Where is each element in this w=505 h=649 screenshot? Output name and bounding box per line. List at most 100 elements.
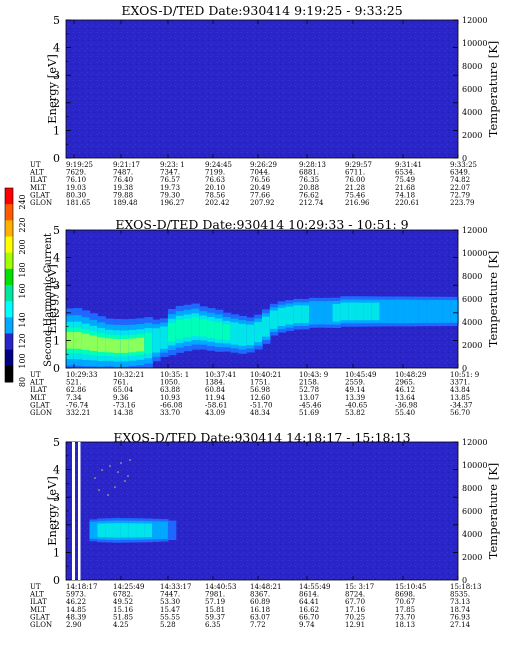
panel-title: EXOS-D/TED Date:930414 9:19:25 - 9:33:25: [121, 3, 402, 18]
table-cell: 48.34: [250, 409, 271, 417]
heatmap-cell: [426, 299, 436, 323]
heatmap-cell: [363, 302, 373, 321]
table-cell: 16.18: [250, 606, 270, 614]
table-cell: 17.85: [395, 606, 415, 614]
table-cell: 10:48:29: [395, 371, 426, 379]
table-cell: 76.63: [205, 176, 225, 184]
colorbar-cell: [5, 268, 13, 286]
table-cell: 73.70: [395, 613, 415, 621]
table-cell: 9.74: [299, 621, 315, 629]
table-row-label: ILAT: [30, 386, 47, 394]
plot-background: [66, 20, 458, 158]
table-cell: 73.13: [450, 598, 470, 606]
heatmap-cell: [207, 320, 216, 338]
table-row-label: MLT: [30, 184, 46, 192]
table-cell: 5973.: [66, 591, 86, 599]
heatmap-cell: [301, 305, 310, 323]
table-cell: 14:40:53: [205, 583, 236, 591]
table-cell: 223.79: [450, 199, 475, 207]
table-cell: 10.93: [160, 394, 180, 402]
table-cell: -36.98: [395, 401, 417, 409]
table-cell: 21.28: [345, 184, 365, 192]
y2-tick-label: 6000: [462, 85, 482, 94]
table-cell: 2158.: [299, 379, 319, 387]
colorbar-cell: [5, 220, 13, 237]
table-row-label: ILAT: [30, 598, 47, 606]
table-cell: 6782.: [113, 591, 133, 599]
heatmap-cell: [285, 306, 294, 325]
table-cell: 57.19: [205, 598, 225, 606]
table-cell: 74.82: [450, 176, 470, 184]
heatmap-cell: [136, 523, 145, 538]
colorbar-cell: [5, 333, 13, 351]
heatmap-cell: [418, 299, 428, 323]
table-cell: 14.38: [113, 409, 133, 417]
table-cell: 7.34: [66, 394, 82, 402]
y-axis-label: Energy [eV]: [45, 264, 59, 334]
table-cell: 10:32:21: [113, 371, 144, 379]
colorbar-tick-label: 80: [18, 377, 27, 387]
heatmap-cell: [105, 338, 114, 353]
y2-tick-label: 12000: [462, 16, 487, 25]
table-cell: 76.56: [250, 176, 271, 184]
table-cell: 10:51: 9: [450, 371, 479, 379]
y-tick-label: 0: [53, 362, 60, 375]
heatmap-cell: [144, 332, 153, 354]
table-cell: 8535.: [450, 591, 470, 599]
heatmap-cell: [387, 299, 396, 324]
y-tick-label: 4: [53, 42, 60, 55]
y2-tick-label: 0: [462, 364, 467, 373]
y-tick-label: 5: [53, 224, 60, 237]
heatmap-cell: [348, 302, 357, 321]
table-row-label: GLAT: [30, 613, 50, 621]
table-cell: 7487.: [113, 169, 133, 177]
table-cell: 14:48:21: [250, 583, 281, 591]
table-cell: 13.07: [299, 394, 319, 402]
table-cell: 13.85: [450, 394, 470, 402]
table-cell: 75.49: [395, 176, 415, 184]
colorbar: 80 100 120 140 160 180 200 220 240 Second Harmon…: [4, 187, 54, 387]
table-cell: 10:37:41: [205, 371, 236, 379]
table-cell: 761.: [113, 379, 129, 387]
y2-tick-label: 6000: [462, 295, 482, 304]
table-cell: 15:18:13: [450, 583, 481, 591]
heatmap-cell: [105, 523, 114, 538]
plot-background: [66, 442, 458, 580]
table-cell: 181.65: [66, 199, 91, 207]
table-cell: 6534.: [395, 169, 415, 177]
table-cell: 18.13: [395, 621, 415, 629]
table-cell: 10:40:21: [250, 371, 281, 379]
y2-tick-label: 12000: [462, 438, 487, 447]
table-cell: 62.86: [66, 386, 87, 394]
table-cell: -66.08: [160, 401, 182, 409]
heatmap-cell: [230, 322, 240, 345]
y-tick-label: 1: [53, 546, 60, 559]
table-cell: 53.82: [345, 409, 365, 417]
table-cell: 14:25:49: [113, 583, 144, 591]
table-cell: 5.28: [160, 621, 176, 629]
heatmap-cell: [136, 337, 145, 352]
table-cell: 49.52: [113, 598, 133, 606]
heatmap-cell: [316, 301, 326, 325]
table-cell: 76.93: [450, 613, 470, 621]
heatmap-cell: [120, 523, 130, 538]
y-tick-label: 2: [53, 519, 60, 532]
table-cell: 20.49: [250, 184, 270, 192]
table-cell: 16.62: [299, 606, 319, 614]
table-cell: 9:23: 1: [160, 161, 185, 169]
table-cell: 49.14: [345, 386, 366, 394]
table-cell: 7447.: [160, 591, 180, 599]
table-cell: 13.39: [345, 394, 365, 402]
table-cell: 12.91: [345, 621, 365, 629]
table-cell: 20.88: [299, 184, 319, 192]
heatmap-cell: [160, 521, 169, 540]
table-row-label: UT: [30, 161, 41, 169]
noise-point: [98, 489, 100, 491]
y2-tick-label: 0: [462, 154, 467, 163]
table-cell: 56.98: [250, 386, 270, 394]
table-cell: 9:19:25: [66, 161, 93, 169]
table-cell: 56.70: [450, 409, 470, 417]
table-cell: 76.40: [113, 176, 133, 184]
table-cell: 80.30: [66, 191, 86, 199]
table-cell: 63.88: [160, 386, 180, 394]
